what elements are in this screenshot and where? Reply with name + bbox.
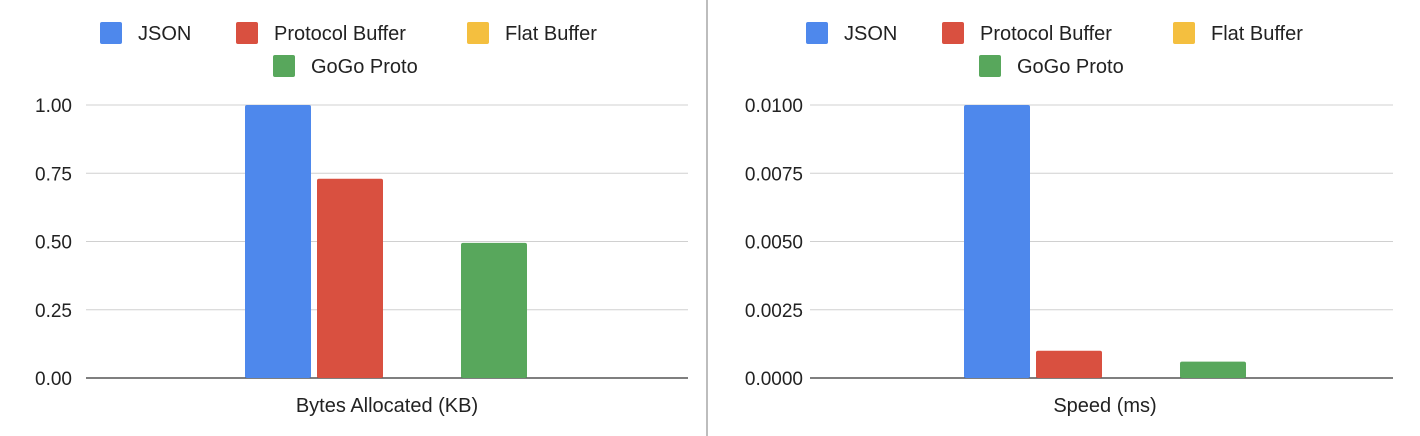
legend-swatch <box>236 22 258 44</box>
legend-swatch <box>806 22 828 44</box>
bar-json <box>245 105 311 378</box>
y-tick-label: 0.0100 <box>745 96 803 117</box>
bar-gogo-proto <box>461 242 527 378</box>
legend-item[interactable]: Protocol Buffer <box>942 22 1112 45</box>
legend-item[interactable]: JSON <box>100 22 191 45</box>
legend-label: Protocol Buffer <box>980 23 1112 45</box>
legend-swatch <box>979 55 1001 77</box>
bar-protocol-buffer <box>317 178 383 378</box>
speed-chart: 0.0000 0.0025 0.0050 0.0075 0.0100 Speed (ms)… <box>745 22 1393 417</box>
bar-gogo-proto <box>1180 361 1246 378</box>
legend-item[interactable]: JSON <box>806 22 897 45</box>
y-tick-label: 0.0075 <box>745 164 803 185</box>
legend-item[interactable]: Protocol Buffer <box>236 22 406 45</box>
legend-swatch <box>1173 22 1195 44</box>
legend-label: Protocol Buffer <box>274 23 406 45</box>
bar-protocol-buffer <box>1036 350 1102 378</box>
legend-label: GoGo Proto <box>1017 56 1124 78</box>
x-axis-label: Speed (ms) <box>1053 395 1156 417</box>
legend-item[interactable]: GoGo Proto <box>273 55 418 78</box>
legend-swatch <box>942 22 964 44</box>
y-tick-label: 0.50 <box>35 233 72 254</box>
y-tick-label: 0.0000 <box>745 369 803 390</box>
legend-item[interactable]: Flat Buffer <box>1173 22 1303 45</box>
legend-swatch <box>467 22 489 44</box>
legend-swatch <box>100 22 122 44</box>
legend-item[interactable]: GoGo Proto <box>979 55 1124 78</box>
legend-label: JSON <box>138 23 191 45</box>
y-tick-label: 0.00 <box>35 369 72 390</box>
legend-label: Flat Buffer <box>1211 23 1303 45</box>
x-axis-label: Bytes Allocated (KB) <box>296 395 478 417</box>
y-tick-label: 0.0025 <box>745 301 803 322</box>
legend-label: GoGo Proto <box>311 56 418 78</box>
bar-json <box>964 105 1030 378</box>
bytes-allocated-chart: 0.00 0.25 0.50 0.75 1.00 Bytes Allocated (KB)… <box>35 22 688 417</box>
legend-label: JSON <box>844 23 897 45</box>
y-tick-label: 0.25 <box>35 301 72 322</box>
y-tick-label: 0.75 <box>35 164 72 185</box>
y-tick-label: 0.0050 <box>745 233 803 254</box>
legend-label: Flat Buffer <box>505 23 597 45</box>
y-tick-label: 1.00 <box>35 96 72 117</box>
legend-swatch <box>273 55 295 77</box>
legend-item[interactable]: Flat Buffer <box>467 22 597 45</box>
